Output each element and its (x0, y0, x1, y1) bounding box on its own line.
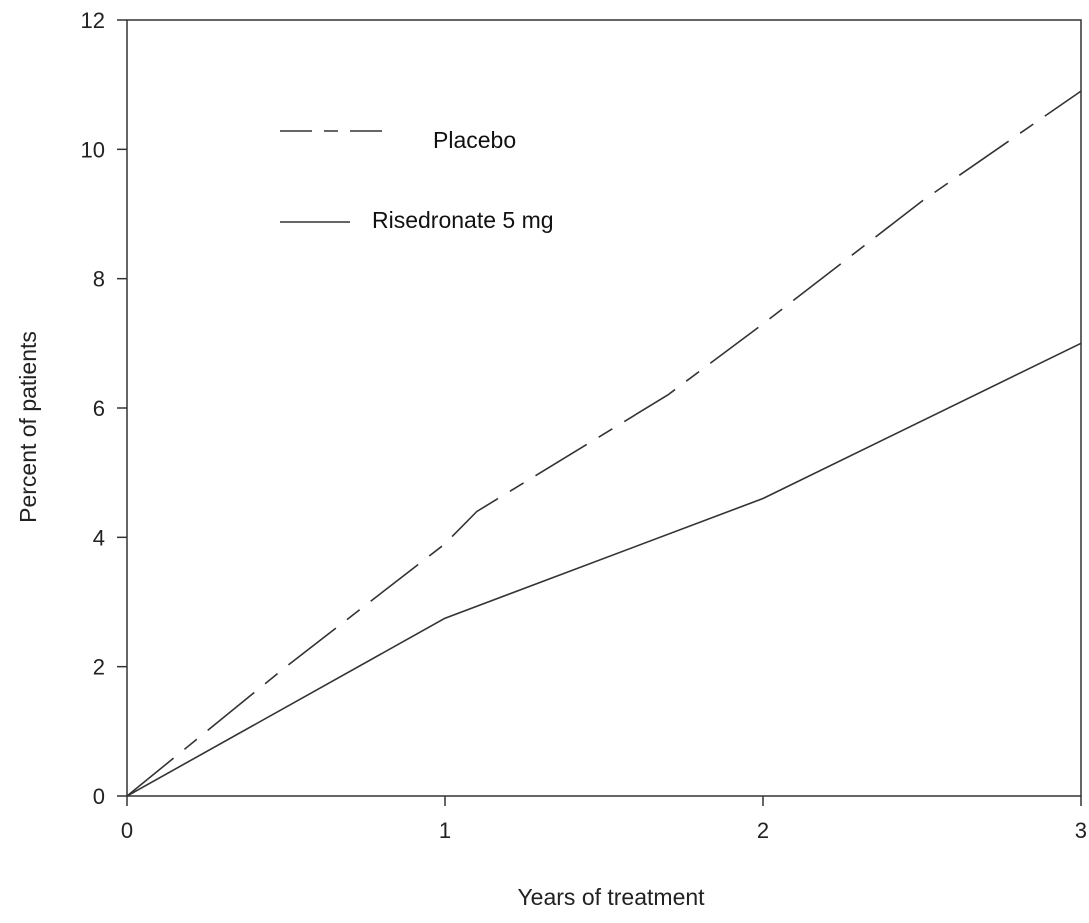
y-tick-label: 8 (93, 267, 105, 292)
y-axis-title: Percent of patients (15, 331, 41, 523)
x-tick-label: 0 (121, 818, 133, 843)
x-tick-label: 1 (439, 818, 451, 843)
legend: Placebo Risedronate 5 mg (280, 127, 554, 233)
x-axis-title: Years of treatment (517, 884, 705, 910)
y-tick-label: 0 (93, 784, 105, 809)
y-tick-label: 4 (93, 525, 105, 550)
legend-label-placebo: Placebo (433, 127, 516, 153)
x-tick-label: 3 (1075, 818, 1087, 843)
series-line-risedronate (126, 342, 1082, 797)
series-line-placebo (126, 90, 1082, 797)
legend-label-risedronate: Risedronate 5 mg (372, 207, 554, 233)
series-layer (126, 90, 1082, 797)
y-tick-label: 2 (93, 655, 105, 680)
x-axis: 0 1 2 3 (121, 796, 1087, 843)
y-tick-label: 6 (93, 396, 105, 421)
y-tick-label: 10 (81, 137, 105, 162)
y-tick-label: 12 (81, 8, 105, 33)
y-axis: 0 2 4 6 8 10 12 (81, 8, 127, 809)
x-tick-label: 2 (757, 818, 769, 843)
